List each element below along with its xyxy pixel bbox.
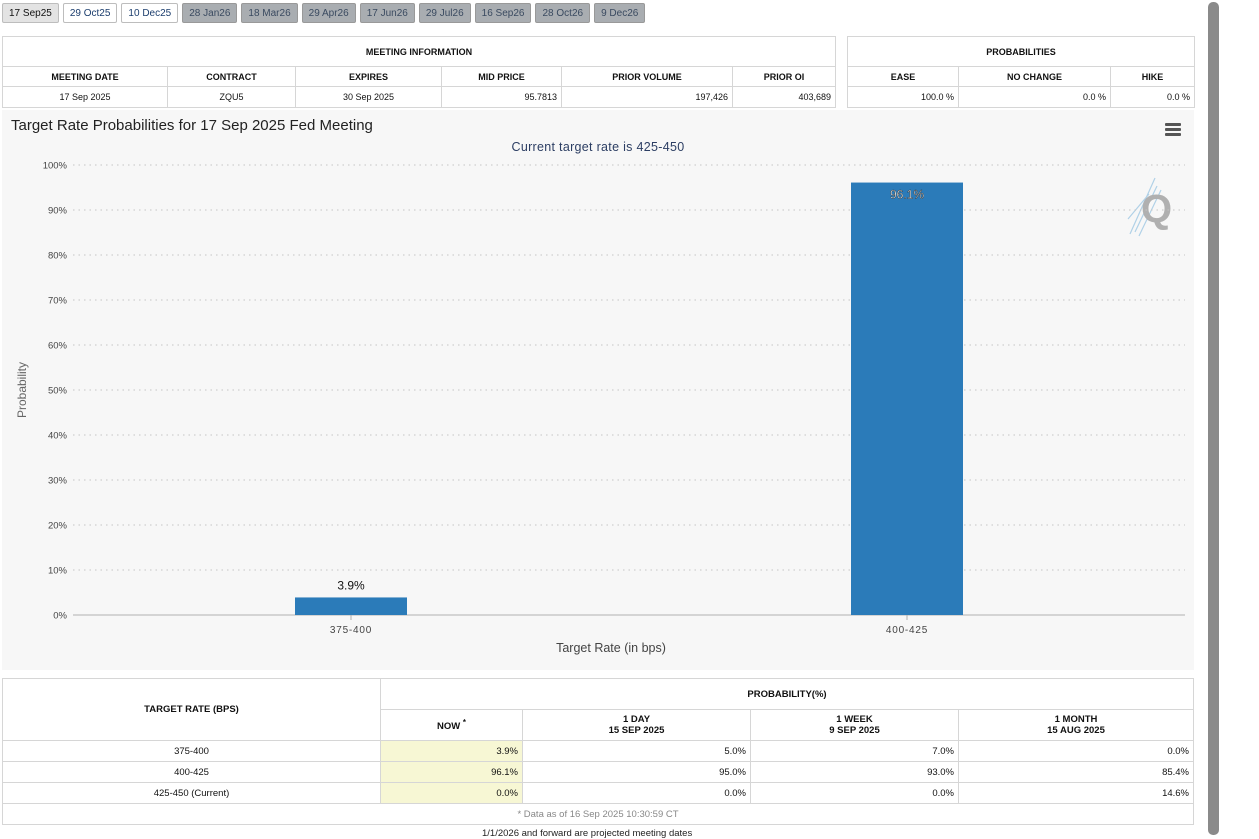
y-tick-label: 40%: [48, 431, 68, 442]
no-change-value: 0.0 %: [958, 86, 1111, 108]
col-ease: EASE: [847, 66, 959, 87]
col-prior-volume: PRIOR VOLUME: [561, 66, 733, 87]
table-row: 425-450 (Current) 0.0% 0.0% 0.0% 14.6%: [2, 782, 1194, 804]
chart-plot-area: 0% 10% 20% 30% 40% 50% 60% 70% 80% 90% 100% 375-400…: [15, 161, 1185, 655]
probability-cell: 96.1%: [380, 761, 523, 783]
y-tick-label: 90%: [48, 206, 68, 217]
data-label: 3.9%: [337, 578, 365, 592]
projected-dates-note: 1/1/2026 and forward are projected meeti…: [482, 828, 693, 839]
y-tick-label: 100%: [43, 161, 68, 172]
tab-29-apr26[interactable]: 29 Apr26: [301, 3, 356, 23]
tab-17-jun26[interactable]: 17 Jun26: [359, 3, 415, 23]
probability-cell: 3.9%: [380, 740, 523, 762]
probability-cell: 14.6%: [958, 782, 1194, 804]
data-timestamp-note: * Data as of 16 Sep 2025 10:30:59 CT: [2, 803, 1194, 825]
col-mid-price: MID PRICE: [441, 66, 562, 87]
meeting-information-title: MEETING INFORMATION: [2, 36, 836, 67]
y-tick-label: 50%: [48, 386, 68, 397]
prior-volume-value: 197,426: [561, 86, 733, 108]
y-tick-label: 10%: [48, 566, 68, 577]
chart-subtitle: Current target rate is 425-450: [511, 140, 685, 154]
probabilities-title: PROBABILITIES: [847, 36, 1195, 67]
target-rate-cell: 425-450 (Current): [2, 782, 381, 804]
ease-value: 100.0 %: [847, 86, 959, 108]
probability-cell: 7.0%: [750, 740, 959, 762]
probability-cell: 0.0%: [380, 782, 523, 804]
probability-title: PROBABILITY(%): [380, 678, 1194, 710]
chart-menu-icon[interactable]: [1165, 123, 1181, 136]
tab-28-jan26[interactable]: 28 Jan26: [182, 3, 238, 23]
contract-value: ZQU5: [167, 86, 296, 108]
data-label: 96.1%: [890, 188, 924, 202]
target-rate-chart: Target Rate Probabilities for 17 Sep 202…: [2, 110, 1194, 670]
col-expires: EXPIRES: [295, 66, 442, 87]
tab-29-oct25[interactable]: 29 Oct25: [62, 3, 118, 23]
probability-cell: 0.0%: [750, 782, 959, 804]
col-1-week: 1 WEEK 9 SEP 2025: [750, 709, 959, 741]
y-tick-label: 80%: [48, 251, 68, 262]
meeting-tabs: 17 Sep25 29 Oct25 10 Dec25 28 Jan26 18 Mar26…: [2, 3, 646, 25]
col-prior-oi: PRIOR OI: [732, 66, 836, 87]
mid-price-value: 95.7813: [441, 86, 562, 108]
probability-cell: 0.0%: [958, 740, 1194, 762]
y-tick-label: 70%: [48, 296, 68, 307]
hike-value: 0.0 %: [1110, 86, 1195, 108]
tab-18-mar26[interactable]: 18 Mar26: [241, 3, 298, 23]
table-row: 375-400 3.9% 5.0% 7.0% 0.0%: [2, 740, 1194, 762]
x-axis-title: Target Rate (in bps): [556, 641, 666, 655]
target-rate-cell: 400-425: [2, 761, 381, 783]
col-target-rate: TARGET RATE (BPS): [2, 678, 381, 741]
meeting-date-value: 17 Sep 2025: [2, 86, 168, 108]
col-now: NOW *: [380, 709, 523, 741]
vertical-scrollbar[interactable]: [1208, 2, 1219, 835]
tab-29-jul26[interactable]: 29 Jul26: [418, 3, 471, 23]
probabilities-table: PROBABILITIES EASE NO CHANGE HIKE 100.0 …: [847, 36, 1195, 108]
y-tick-label: 30%: [48, 476, 68, 487]
probability-cell: 95.0%: [522, 761, 751, 783]
y-tick-label: 60%: [48, 341, 68, 352]
tab-17-sep25[interactable]: 17 Sep25: [2, 3, 59, 23]
svg-text:Q: Q: [1141, 187, 1172, 231]
probability-cell: 0.0%: [522, 782, 751, 804]
y-tick-label: 0%: [53, 611, 67, 622]
probability-cell: 5.0%: [522, 740, 751, 762]
y-tick-label: 20%: [48, 521, 68, 532]
x-tick-label: 375-400: [330, 625, 372, 636]
bar-400-425: [851, 182, 963, 616]
expires-value: 30 Sep 2025: [295, 86, 442, 108]
bar-375-400: [295, 597, 407, 615]
q-watermark-icon: Q: [1127, 177, 1172, 237]
probability-cell: 93.0%: [750, 761, 959, 783]
col-meeting-date: MEETING DATE: [2, 66, 168, 87]
table-row: 400-425 96.1% 95.0% 93.0% 85.4%: [2, 761, 1194, 783]
col-hike: HIKE: [1110, 66, 1195, 87]
col-contract: CONTRACT: [167, 66, 296, 87]
tab-9-dec26[interactable]: 9 Dec26: [594, 3, 646, 23]
col-1-day: 1 DAY 15 SEP 2025: [522, 709, 751, 741]
tab-16-sep26[interactable]: 16 Sep26: [474, 3, 532, 23]
chart-title: Target Rate Probabilities for 17 Sep 202…: [11, 117, 373, 134]
probability-cell: 85.4%: [958, 761, 1194, 783]
x-tick-label: 400-425: [886, 625, 928, 636]
col-1-month: 1 MONTH 15 AUG 2025: [958, 709, 1194, 741]
col-no-change: NO CHANGE: [958, 66, 1111, 87]
tab-28-oct26[interactable]: 28 Oct26: [535, 3, 591, 23]
y-axis-title: Probability: [15, 362, 29, 418]
tab-10-dec25[interactable]: 10 Dec25: [121, 3, 179, 23]
probability-history-table: TARGET RATE (BPS) PROBABILITY(%) NOW * 1…: [2, 678, 1194, 825]
prior-oi-value: 403,689: [732, 86, 836, 108]
meeting-information-table: MEETING INFORMATION MEETING DATE CONTRAC…: [2, 36, 836, 108]
target-rate-cell: 375-400: [2, 740, 381, 762]
